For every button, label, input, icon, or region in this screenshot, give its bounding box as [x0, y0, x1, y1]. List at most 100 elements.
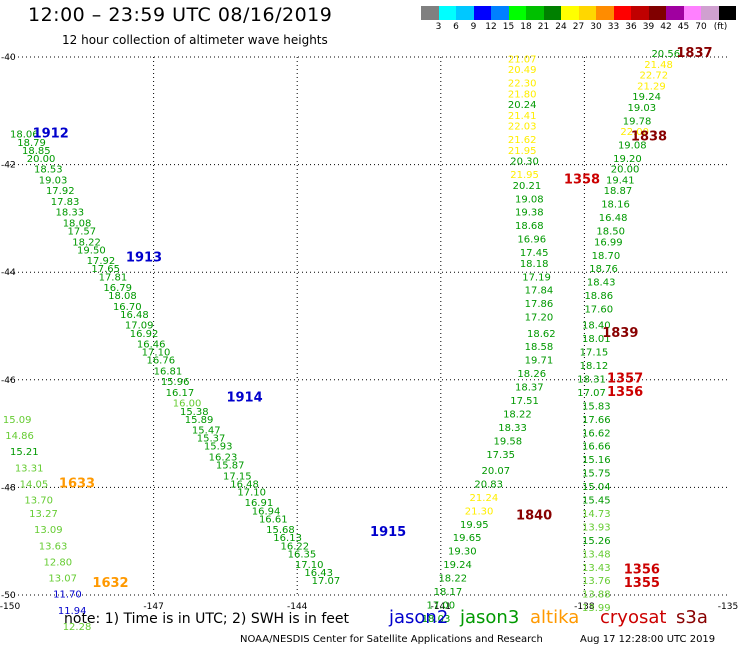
- wave-height-value: 17.35: [486, 450, 515, 461]
- wave-height-value: 19.58: [493, 436, 522, 447]
- y-tick-label: -50: [1, 591, 16, 601]
- wave-height-value: 20.30: [510, 157, 539, 168]
- wave-height-value: 15.87: [216, 461, 245, 472]
- wave-height-value: 18.68: [515, 221, 544, 232]
- wave-height-value: 15.47: [192, 426, 221, 437]
- wave-height-value: 18.87: [604, 186, 633, 197]
- x-tick-label: -141: [431, 602, 451, 612]
- wave-height-value: 13.31: [15, 463, 44, 474]
- y-tick-label: -48: [1, 483, 16, 493]
- wave-height-value: 19.03: [39, 175, 68, 186]
- scale-swatch: [718, 6, 736, 20]
- wave-height-value: 17.60: [584, 305, 613, 316]
- wave-height-value: 18.79: [17, 138, 46, 149]
- wave-height-value: 21.07: [508, 54, 537, 65]
- satellite-legend-item: altika: [530, 607, 580, 628]
- track-number-label: 1357: [607, 371, 643, 386]
- wave-height-value: 19.30: [448, 547, 477, 558]
- wave-height-value: 16.43: [304, 568, 333, 579]
- wave-height-value: 11.70: [53, 590, 82, 601]
- satellite-legend-item: jason2: [389, 607, 449, 628]
- wave-height-value: 16.23: [209, 453, 238, 464]
- wave-height-value: 18.26: [517, 369, 546, 380]
- wave-height-value: 13.27: [29, 509, 58, 520]
- scale-label: 6: [453, 22, 459, 32]
- wave-height-value: 21.29: [637, 81, 666, 92]
- wave-height-value: 20.83: [474, 479, 503, 490]
- wave-height-value: 18.50: [596, 227, 625, 238]
- wave-height-value: 18.40: [582, 321, 611, 332]
- scale-label: 33: [607, 22, 620, 32]
- wave-height-value: 15.83: [582, 401, 611, 412]
- wave-height-value: 18.03: [422, 614, 451, 625]
- wave-height-value: 20.49: [508, 65, 537, 76]
- track-number-label: 1356: [624, 562, 660, 577]
- scale-swatch: [526, 6, 544, 20]
- wave-height-value: 17.20: [525, 313, 554, 324]
- scale-swatch: [596, 6, 614, 20]
- wave-height-value: 20.21: [513, 181, 542, 192]
- scale-label: 3: [435, 22, 442, 32]
- wave-height-value: 16.46: [137, 340, 166, 351]
- page-title: 12:00 – 23:59 UTC 08/16/2019: [28, 4, 333, 26]
- wave-height-value: 18.43: [587, 278, 616, 289]
- wave-height-value: 13.93: [582, 522, 611, 533]
- wave-height-value: 19.24: [443, 560, 472, 571]
- wave-height-value: 20.00: [611, 165, 640, 176]
- wave-height-value: 16.76: [146, 356, 175, 367]
- wave-height-value: 15.26: [582, 536, 611, 547]
- color-scale-bar: [421, 6, 736, 20]
- wave-height-value: 19.95: [460, 520, 489, 531]
- wave-height-value: 18.31: [577, 374, 606, 385]
- wave-height-value: 15.45: [582, 496, 611, 507]
- wave-height-value: 17.83: [51, 197, 80, 208]
- wave-height-value: 18.16: [601, 200, 630, 211]
- track-number-label: 1632: [92, 576, 128, 591]
- wave-height-value: 15.93: [204, 442, 233, 453]
- scale-swatch: [666, 6, 684, 20]
- wave-height-value: 16.66: [582, 442, 611, 453]
- wave-height-value: 17.09: [125, 321, 154, 332]
- track-number-label: 1633: [59, 476, 95, 491]
- wave-height-value: 17.19: [522, 272, 551, 283]
- y-tick-label: -40: [1, 53, 16, 63]
- wave-height-value: 13.07: [48, 574, 77, 585]
- scale-swatch: [578, 6, 596, 20]
- track-number-label: 1840: [516, 509, 552, 524]
- scale-label: 39: [642, 22, 655, 32]
- wave-height-value: 17.00: [426, 600, 455, 611]
- wave-height-value: 19.24: [632, 92, 661, 103]
- credit-text: NOAA/NESDIS Center for Satellite Applica…: [240, 634, 543, 645]
- wave-height-value: 17.10: [237, 487, 266, 498]
- scale-label: 30: [590, 22, 602, 32]
- wave-height-value: 16.22: [280, 541, 309, 552]
- wave-height-value: 18.01: [582, 334, 611, 345]
- scale-label: 70: [695, 22, 707, 32]
- track-number-label: 1355: [624, 576, 660, 591]
- wave-height-value: 13.43: [582, 563, 611, 574]
- wave-height-value: 21.95: [508, 146, 537, 157]
- wave-height-value: 17.10: [295, 560, 324, 571]
- wave-height-value: 15.96: [161, 377, 190, 388]
- y-tick-label: -46: [1, 376, 16, 386]
- wave-height-value: 14.73: [582, 509, 611, 520]
- wave-height-value: 17.51: [510, 396, 539, 407]
- wave-height-value: 13.09: [34, 525, 63, 536]
- wave-height-value: 19.41: [606, 175, 635, 186]
- scale-swatch: [543, 6, 561, 20]
- scale-swatch: [701, 6, 719, 20]
- scale-label: 12: [485, 22, 497, 32]
- wave-height-value: 19.50: [77, 245, 106, 256]
- wave-height-value: 17.57: [67, 227, 96, 238]
- scale-label: 42: [660, 22, 672, 32]
- wave-height-value: 16.94: [252, 506, 281, 517]
- wave-height-value: 15.04: [582, 482, 611, 493]
- wave-height-value: 15.16: [582, 455, 611, 466]
- wave-height-value: 14.05: [20, 479, 49, 490]
- wave-height-value: 18.08: [63, 218, 92, 229]
- wave-height-value: 17.92: [46, 186, 75, 197]
- scale-swatch: [491, 6, 509, 20]
- wave-height-value: 15.37: [197, 434, 226, 445]
- wave-height-value: 19.08: [618, 140, 647, 151]
- y-tick-label: -42: [1, 161, 16, 171]
